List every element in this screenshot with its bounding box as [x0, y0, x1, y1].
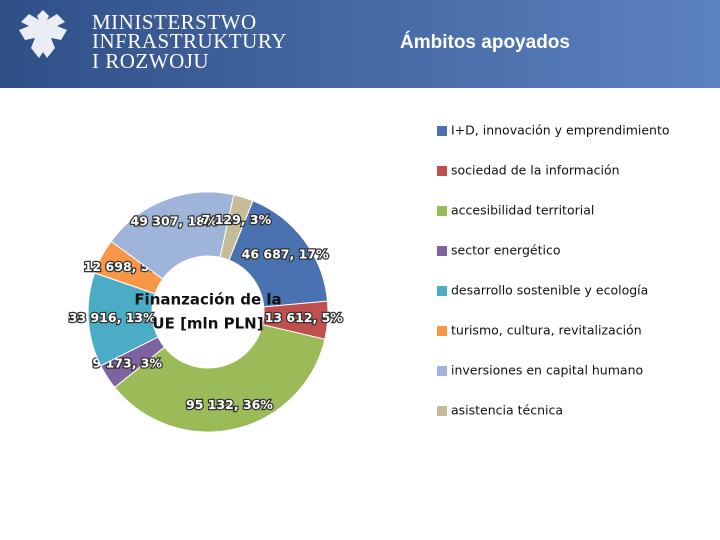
legend-label: I+D, innovación y emprendimiento	[451, 123, 670, 138]
legend-label: accesibilidad territorial	[451, 203, 594, 218]
legend-swatch	[437, 406, 447, 416]
donut-segment	[110, 191, 235, 280]
legend-label: desarrollo sostenible y ecología	[451, 283, 648, 298]
center-label: Finanzación de la	[134, 291, 281, 309]
data-label: 46 687, 17%	[242, 246, 329, 261]
legend-swatch	[437, 246, 447, 256]
donut-segment	[228, 200, 329, 308]
data-label: 95 132, 36%	[186, 397, 273, 412]
legend-label: turismo, cultura, revitalización	[451, 323, 642, 338]
center-label: UE [mln PLN]	[152, 315, 263, 333]
header-line: I ROZWOJU	[92, 49, 209, 73]
legend-swatch	[437, 206, 447, 216]
data-label: 49 307, 18%	[131, 214, 218, 229]
data-label: 13 612, 5%	[265, 310, 344, 325]
legend-label: sector energético	[451, 243, 560, 258]
legend-swatch	[437, 326, 447, 336]
header-line: INFRASTRUKTURY	[92, 29, 287, 53]
legend-swatch	[437, 126, 447, 136]
legend-label: asistencia técnica	[451, 403, 563, 418]
donut-segment	[113, 324, 326, 433]
donut-segment	[219, 194, 254, 261]
header-bar	[0, 0, 720, 88]
data-label: 7 129, 3%	[202, 212, 272, 227]
legend-label: inversiones en capital humano	[451, 363, 643, 378]
legend-swatch	[437, 366, 447, 376]
legend-label: sociedad de la información	[451, 163, 620, 178]
data-label: 33 916, 13%	[69, 310, 156, 325]
emblem	[19, 10, 67, 58]
legend-swatch	[437, 166, 447, 176]
chart-title: Ámbitos apoyados	[400, 31, 570, 53]
legend-swatch	[437, 286, 447, 296]
header-line: MINISTERSTWO	[92, 10, 257, 34]
